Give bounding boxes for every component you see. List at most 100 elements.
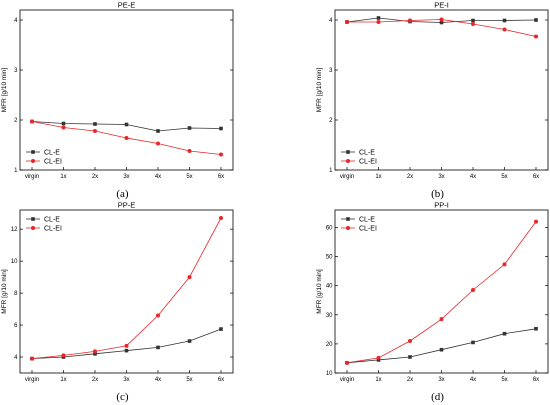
x-tick-label: 4x bbox=[470, 377, 476, 383]
x-tick-label: 6x bbox=[218, 174, 224, 180]
data-point-cl-e bbox=[534, 18, 538, 22]
legend-swatch-marker bbox=[346, 226, 350, 230]
legend-swatch-marker bbox=[346, 217, 350, 221]
chart-panel-2: PP-E 4 6 8 10 12 virgin 1x 2x 3x 4x 5x 6x MFR [g/10 m… bbox=[1, 201, 234, 403]
data-point-cl-ei bbox=[376, 20, 381, 24]
plot-frame bbox=[19, 209, 234, 374]
data-point-cl-e bbox=[376, 358, 381, 362]
legend-label: CL-EI bbox=[359, 158, 377, 165]
data-point-cl-ei bbox=[156, 141, 160, 146]
data-point-cl-ei bbox=[471, 22, 475, 26]
y-tick-label: 4 bbox=[329, 18, 333, 24]
data-point-cl-e bbox=[93, 122, 97, 126]
legend-label: CL-E bbox=[359, 149, 375, 156]
y-axis-label: MFR [g/10 min] bbox=[1, 269, 8, 314]
x-tick-label: 4x bbox=[155, 174, 161, 180]
x-tick-label: 2x bbox=[92, 174, 98, 180]
x-tick-label: 6x bbox=[218, 377, 224, 383]
chart-panel-3: PP-I 10 20 30 40 50 60 virgin 1x 2x 3x 4x 5x 6x MFR [g… bbox=[316, 201, 549, 403]
data-point-cl-ei bbox=[471, 288, 475, 293]
y-tick-label: 4 bbox=[14, 355, 18, 361]
plot-frame bbox=[334, 9, 549, 171]
x-tick-label: 3x bbox=[123, 377, 129, 383]
y-tick-label: 8 bbox=[14, 291, 18, 297]
x-tick-label: 4x bbox=[155, 377, 161, 383]
data-point-cl-ei bbox=[345, 360, 349, 365]
data-point-cl-ei bbox=[534, 34, 538, 39]
data-point-cl-e bbox=[502, 331, 507, 336]
legend-swatch-marker bbox=[31, 217, 35, 221]
data-point-cl-e bbox=[124, 122, 129, 127]
data-point-cl-e bbox=[187, 339, 192, 343]
y-tick-label: 30 bbox=[326, 313, 333, 319]
data-point-cl-ei bbox=[124, 343, 129, 348]
x-tick-label: 2x bbox=[92, 377, 98, 383]
panel-caption: (c) bbox=[116, 391, 129, 403]
data-point-cl-e bbox=[408, 355, 412, 359]
y-tick-label: 2 bbox=[329, 118, 333, 124]
data-point-cl-ei bbox=[187, 275, 192, 280]
data-point-cl-ei bbox=[439, 317, 444, 322]
series-line-cl-e bbox=[346, 328, 537, 364]
y-tick-label: 6 bbox=[14, 323, 18, 329]
y-tick-label: 1 bbox=[329, 168, 333, 174]
data-point-cl-ei bbox=[439, 17, 444, 22]
series-line-cl-ei bbox=[31, 217, 222, 359]
data-point-cl-e bbox=[219, 327, 223, 331]
x-tick-label: 3x bbox=[438, 377, 444, 383]
plot-frame bbox=[19, 9, 234, 171]
data-point-cl-e bbox=[439, 347, 444, 352]
x-tick-label: 5x bbox=[501, 377, 507, 383]
x-tick-label: 5x bbox=[501, 174, 507, 180]
chart-panel-1: PE-I 1 2 3 4 virgin 1x 2x 3x 4x 5x 6x MFR [g/10 min]… bbox=[316, 1, 549, 200]
x-tick-label: 1x bbox=[375, 377, 381, 383]
x-tick-label: 3x bbox=[123, 174, 129, 180]
y-tick-label: 10 bbox=[326, 371, 333, 377]
data-point-cl-e bbox=[61, 121, 66, 126]
data-point-cl-e bbox=[439, 20, 444, 25]
x-tick-label: 6x bbox=[533, 174, 539, 180]
data-point-cl-ei bbox=[376, 355, 381, 360]
data-point-cl-e bbox=[219, 126, 223, 131]
data-point-cl-e bbox=[534, 326, 538, 331]
chart-title: PE-I bbox=[434, 1, 449, 10]
y-tick-label: 12 bbox=[11, 227, 18, 233]
data-point-cl-e bbox=[471, 340, 475, 345]
data-point-cl-ei bbox=[219, 215, 223, 220]
y-tick-label: 10 bbox=[11, 259, 18, 265]
data-point-cl-e bbox=[124, 348, 129, 353]
y-tick-label: 3 bbox=[14, 68, 18, 74]
y-tick-label: 50 bbox=[326, 255, 333, 261]
legend-label: CL-E bbox=[44, 216, 60, 223]
panel-caption: (a) bbox=[116, 188, 129, 200]
data-point-cl-e bbox=[502, 18, 507, 23]
legend-label: CL-EI bbox=[44, 158, 62, 165]
y-tick-label: 20 bbox=[326, 342, 333, 348]
data-point-cl-e bbox=[187, 126, 192, 130]
legend-swatch-marker bbox=[346, 159, 350, 163]
x-tick-label: virgin bbox=[340, 174, 354, 180]
data-point-cl-ei bbox=[219, 152, 223, 157]
y-axis-label: MFR [g/10 min] bbox=[1, 68, 8, 113]
legend-swatch-marker bbox=[31, 226, 35, 230]
x-tick-label: 1x bbox=[60, 377, 66, 383]
legend-label: CL-E bbox=[359, 216, 375, 223]
data-point-cl-ei bbox=[345, 20, 349, 24]
chart-panel-0: PE-E 1 2 3 4 virgin 1x 2x 3x 4x 5x 6x MFR [g/10 min]… bbox=[1, 1, 234, 200]
data-point-cl-ei bbox=[187, 149, 192, 153]
x-tick-label: 2x bbox=[407, 174, 413, 180]
legend-label: CL-EI bbox=[359, 225, 377, 232]
y-tick-label: 1 bbox=[14, 168, 18, 174]
data-point-cl-ei bbox=[502, 27, 507, 32]
panel-caption: (b) bbox=[431, 188, 444, 200]
x-tick-label: 5x bbox=[186, 377, 192, 383]
data-point-cl-e bbox=[156, 345, 160, 350]
y-tick-label: 3 bbox=[329, 68, 333, 74]
data-point-cl-ei bbox=[502, 262, 507, 267]
data-point-cl-e bbox=[376, 16, 381, 20]
data-point-cl-e bbox=[93, 352, 97, 356]
x-tick-label: 4x bbox=[470, 174, 476, 180]
chart-title: PE-E bbox=[118, 1, 136, 10]
data-point-cl-ei bbox=[61, 353, 66, 358]
x-tick-label: virgin bbox=[25, 377, 39, 383]
